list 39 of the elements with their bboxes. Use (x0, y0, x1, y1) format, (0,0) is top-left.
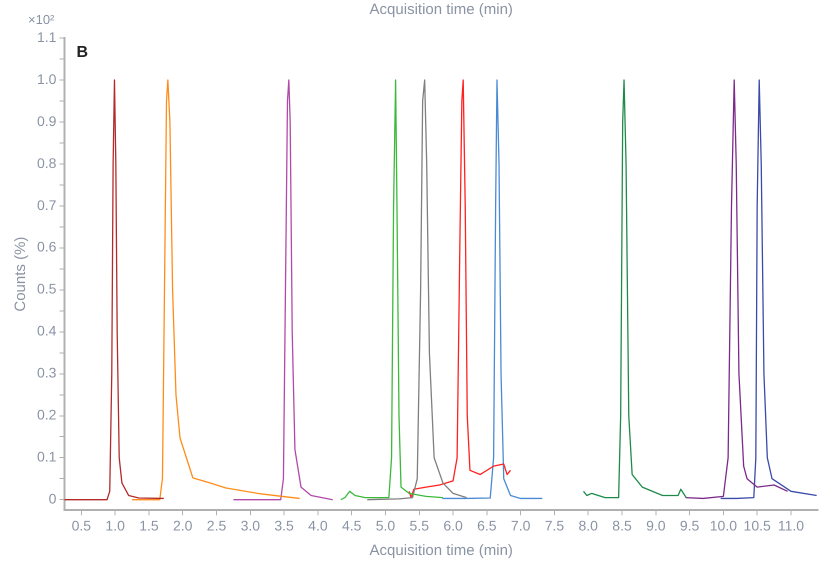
y-tick-label: 0.4 (36, 322, 57, 339)
y-tick-label: 1.1 (36, 28, 57, 45)
x-axis-title: Acquisition time (min) (370, 542, 513, 560)
x-tick-label: 6.5 (477, 517, 497, 534)
x-tick-label: 0.5 (72, 517, 92, 534)
x-tick-label: 11.0 (778, 517, 804, 534)
y-axis-title: Counts (%) (12, 236, 30, 312)
y-tick-label: 1.0 (36, 70, 57, 87)
x-tick-label: 8.5 (612, 517, 632, 534)
x-tick-label: 1.0 (105, 517, 126, 534)
x-tick-label: 7.5 (544, 517, 564, 534)
x-tick-label: 3.0 (240, 517, 260, 534)
x-tick-label: 5.0 (376, 517, 396, 534)
y-tick-label: 0.2 (36, 406, 57, 423)
x-tick-label: 9.0 (646, 517, 666, 534)
annotation: B (76, 44, 88, 61)
x-tick-label: 2.5 (206, 517, 226, 534)
x-tick-label: 3.5 (274, 517, 294, 534)
y-tick-label: 0.3 (36, 364, 57, 381)
text: Acquisition time (min) (370, 1, 513, 18)
x-tick-label: 10.5 (744, 517, 772, 534)
x-tick-label: 4.5 (342, 517, 362, 534)
y-tick-label: 0.7 (36, 196, 57, 213)
y-tick-label: 0.8 (36, 154, 57, 171)
x-tick-label: 5.5 (410, 517, 430, 534)
x-tick-label: 6.0 (443, 517, 463, 534)
y-tick-label: 0.1 (36, 448, 57, 465)
y-tick-label: 0.9 (36, 112, 57, 129)
y-tick-label: 0 (48, 490, 57, 507)
x-tick-label: 4.0 (308, 517, 328, 534)
x-tick-label: 9.5 (680, 517, 700, 534)
y-tick-label: 0.5 (36, 280, 57, 297)
y-tick-label: 0.6 (36, 238, 57, 255)
x-tick-label: 7.0 (510, 517, 531, 534)
text: ×10² (28, 12, 56, 27)
x-tick-label: 2.0 (172, 517, 193, 534)
x-tick-label: 1.5 (139, 517, 159, 534)
x-tick-label: 10.0 (710, 517, 738, 534)
x-tick-label: 8.0 (578, 517, 598, 534)
